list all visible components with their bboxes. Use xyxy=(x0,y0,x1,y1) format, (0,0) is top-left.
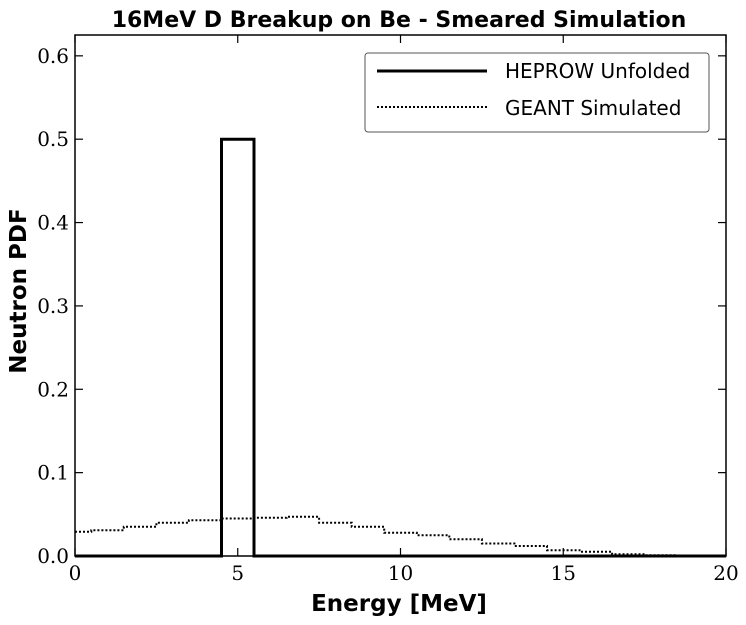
x-tick-label: 5 xyxy=(231,561,244,585)
y-tick-label: 0.1 xyxy=(37,461,69,485)
legend: HEPROW Unfolded GEANT Simulated xyxy=(364,52,710,133)
legend-label-geant: GEANT Simulated xyxy=(505,96,681,120)
series-heprow-unfolded-line xyxy=(75,137,726,558)
y-tick-label: 0.0 xyxy=(37,544,69,568)
y-tick-label: 0.5 xyxy=(37,127,69,151)
legend-label-heprow: HEPROW Unfolded xyxy=(505,59,690,83)
legend-box xyxy=(364,52,710,133)
x-tick-label: 20 xyxy=(713,561,738,585)
y-tick-label: 0.4 xyxy=(37,211,69,235)
x-tick-label: 15 xyxy=(551,561,576,585)
y-tick-label: 0.3 xyxy=(37,294,69,318)
y-axis-label: Neutron PDF xyxy=(6,208,32,373)
y-tick-label: 0.6 xyxy=(37,44,69,68)
x-axis-label: Energy [MeV] xyxy=(311,591,487,617)
plot-frame xyxy=(74,34,727,557)
plot-area xyxy=(75,137,726,558)
x-tick-label: 0 xyxy=(69,561,82,585)
y-tick-label: 0.2 xyxy=(37,377,69,401)
series-geant-simulated-line xyxy=(75,515,726,557)
chart-title: 16MeV D Breakup on Be - Smeared Simulati… xyxy=(112,8,687,33)
x-tick-label: 10 xyxy=(388,561,413,585)
